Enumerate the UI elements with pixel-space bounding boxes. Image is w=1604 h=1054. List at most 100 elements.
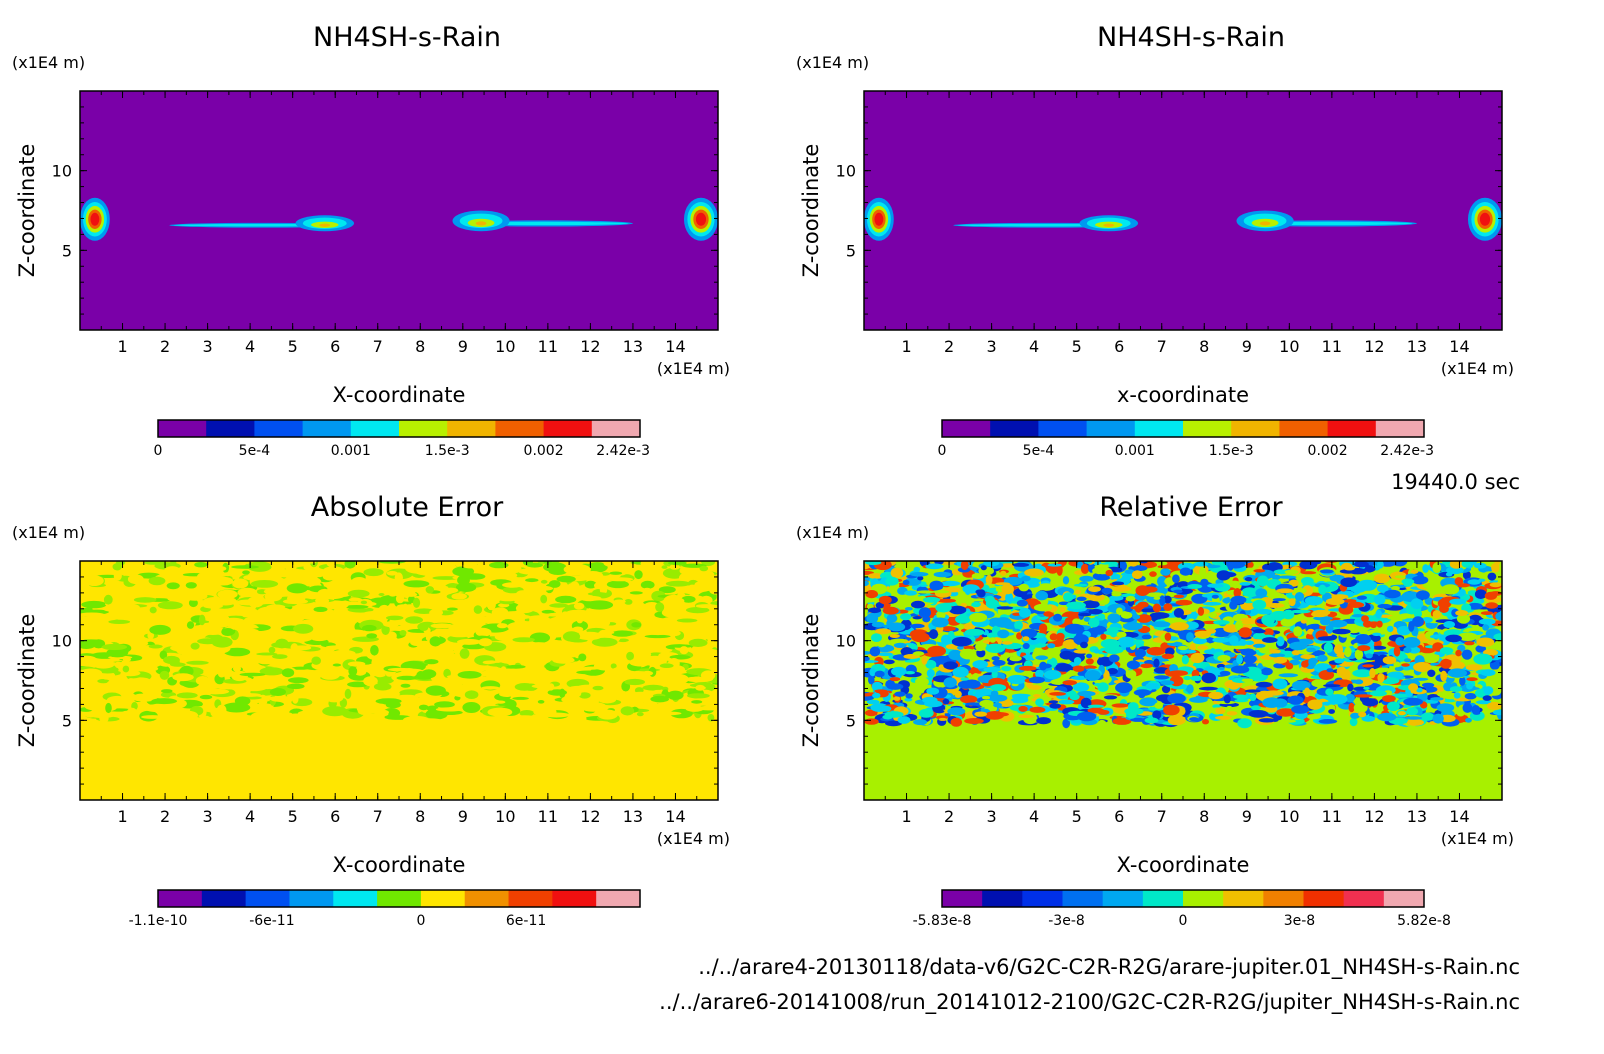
noise-patch: [1207, 583, 1224, 588]
noise-patch: [250, 580, 279, 588]
noise-patch: [1158, 582, 1168, 588]
noise-patch: [1431, 578, 1439, 588]
noise-patch: [1262, 637, 1278, 643]
noise-patch: [1016, 599, 1028, 607]
noise-patch: [1035, 698, 1044, 707]
noise-patch: [1440, 658, 1452, 669]
time-label: 19440.0 sec: [1391, 470, 1520, 494]
noise-patch: [1007, 674, 1027, 685]
noise-patch: [526, 642, 551, 649]
noise-patch: [313, 606, 328, 612]
noise-patch: [1402, 637, 1421, 648]
noise-patch: [1424, 597, 1434, 605]
noise-patch: [658, 586, 676, 594]
noise-patch: [1201, 672, 1216, 684]
noise-patch: [1160, 680, 1175, 686]
noise-patch: [997, 607, 1012, 617]
noise-patch: [573, 602, 585, 610]
noise-patch: [1280, 617, 1295, 627]
noise-patch: [604, 684, 620, 691]
noise-patch: [259, 667, 284, 676]
noise-patch: [665, 580, 691, 587]
rain-blob: [683, 197, 718, 241]
noise-patch: [1047, 563, 1062, 567]
noise-patch: [1437, 598, 1452, 609]
noise-patch: [400, 683, 411, 688]
colorbar-swatch: [333, 890, 378, 907]
noise-patch: [127, 574, 144, 584]
noise-patch: [661, 565, 668, 569]
y-tick-label: 5: [846, 711, 856, 730]
colorbar-swatch: [399, 420, 448, 437]
y-axis-label: Z-coordinate: [15, 614, 39, 748]
noise-patch: [1186, 684, 1194, 694]
noise-patch: [1325, 688, 1334, 696]
noise-patch: [1465, 717, 1472, 723]
noise-patch: [1353, 561, 1369, 568]
noise-patch: [127, 643, 146, 651]
noise-patch: [386, 615, 404, 621]
noise-patch: [699, 565, 709, 572]
x-tick-label: 5: [1072, 807, 1082, 826]
noise-patch: [563, 564, 591, 575]
noise-patch: [484, 568, 510, 573]
noise-patch: [1211, 561, 1224, 566]
noise-patch: [883, 659, 895, 665]
x-tick-label: 6: [330, 807, 340, 826]
colorbar-label: 3e-8: [1284, 913, 1315, 929]
noise-patch: [555, 595, 577, 604]
noise-patch: [443, 587, 459, 594]
noise-patch: [937, 598, 956, 603]
noise-patch: [1461, 649, 1473, 660]
noise-patch: [1362, 698, 1379, 707]
noise-patch: [301, 603, 310, 610]
x-tick-label: 13: [623, 337, 643, 356]
noise-patch: [1287, 695, 1304, 705]
x-tick-label: 9: [458, 337, 468, 356]
heatmap-field: [864, 561, 1502, 800]
noise-patch: [1484, 591, 1498, 600]
noise-patch: [1457, 632, 1478, 641]
noise-patch: [508, 661, 516, 666]
noise-patch: [606, 577, 634, 582]
noise-patch: [613, 599, 626, 604]
noise-patch: [1276, 708, 1295, 717]
noise-patch: [272, 654, 288, 659]
x-tick-label: 7: [373, 337, 383, 356]
noise-patch: [1085, 658, 1094, 665]
noise-patch: [1131, 570, 1143, 579]
noise-patch: [242, 570, 250, 575]
noise-patch: [959, 648, 977, 660]
noise-patch: [395, 694, 419, 701]
noise-patch: [382, 647, 401, 651]
noise-patch: [1130, 717, 1146, 722]
noise-patch: [668, 561, 687, 566]
colorbar-swatch: [596, 890, 641, 907]
colorbar-label: 0: [416, 913, 425, 929]
noise-patch: [167, 594, 185, 602]
noise-patch: [217, 589, 238, 599]
noise-patch: [552, 656, 575, 664]
noise-patch: [436, 710, 463, 715]
noise-patch: [149, 606, 157, 614]
noise-patch: [945, 644, 958, 650]
noise-patch: [266, 604, 286, 610]
noise-patch: [269, 688, 286, 696]
noise-patch: [236, 599, 261, 606]
noise-patch: [496, 623, 508, 629]
noise-patch: [1100, 639, 1121, 649]
noise-patch: [232, 578, 249, 589]
noise-patch: [1226, 711, 1238, 716]
noise-patch: [1183, 675, 1192, 681]
noise-patch: [1312, 609, 1331, 616]
noise-patch: [210, 707, 222, 718]
noise-patch: [443, 668, 451, 678]
noise-patch: [1263, 628, 1274, 637]
noise-patch: [905, 693, 913, 699]
noise-patch: [1465, 664, 1483, 671]
noise-patch: [433, 653, 446, 658]
noise-patch: [148, 576, 166, 586]
x-tick-label: 12: [1364, 337, 1384, 356]
contour-level: [1479, 212, 1491, 226]
noise-patch: [1358, 711, 1367, 718]
